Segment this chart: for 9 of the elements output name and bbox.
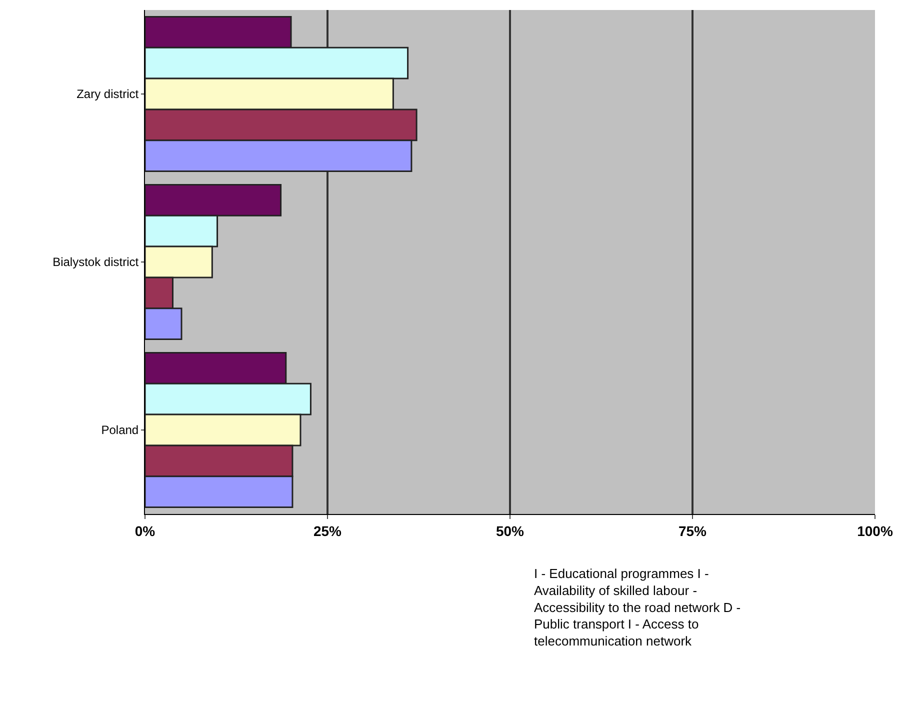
text: I - Educational programmes I - Availability of skilled labour - Accessibility to the road network D - Public transport I - Access to telecommunication network <box>534 566 741 649</box>
y-tick-label: Zary district <box>76 87 140 102</box>
x-tick-label: 25% <box>313 522 342 539</box>
y-tick-label: Bialystok district <box>52 255 140 270</box>
y-tick-label: Poland <box>101 423 139 438</box>
x-tick-label: 0% <box>134 522 156 539</box>
x-tick-label: 100% <box>857 522 894 539</box>
x-tick-label: 75% <box>678 522 708 539</box>
x-tick-label: 50% <box>496 522 525 539</box>
